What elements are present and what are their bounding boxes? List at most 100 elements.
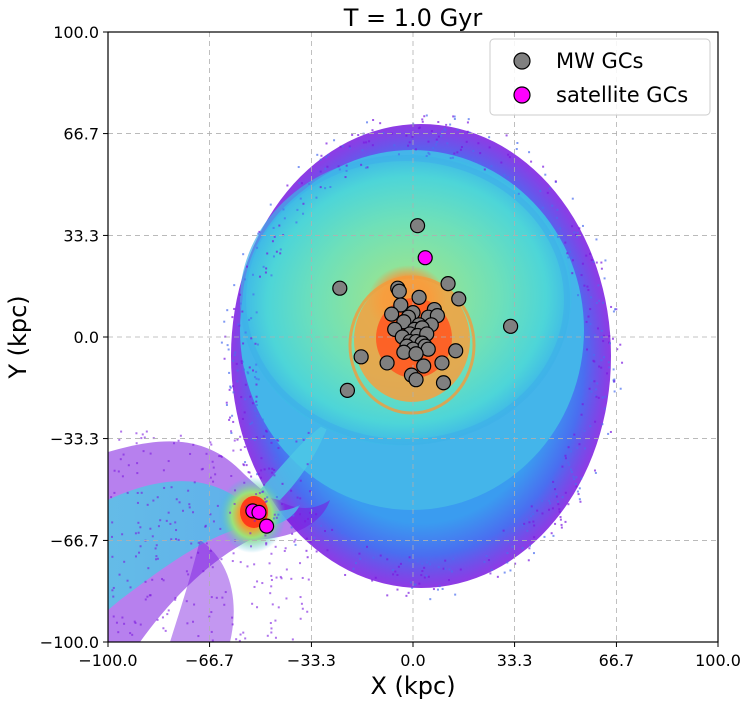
noise-particle: [530, 160, 533, 163]
noise-particle: [516, 141, 519, 144]
noise-particle: [167, 460, 170, 463]
noise-particle: [589, 252, 592, 255]
noise-particle: [236, 369, 239, 372]
noise-particle: [417, 127, 420, 130]
noise-particle: [559, 227, 562, 230]
noise-particle: [161, 577, 164, 580]
noise-particle: [432, 588, 435, 591]
noise-particle: [210, 596, 213, 599]
noise-particle: [408, 141, 411, 144]
noise-particle: [530, 505, 533, 508]
mw-disk-outer: [240, 155, 570, 445]
noise-particle: [138, 551, 141, 554]
noise-particle: [595, 302, 598, 305]
noise-particle: [260, 469, 263, 472]
noise-particle: [305, 537, 308, 540]
noise-particle: [339, 145, 342, 148]
y-tick-label: 0.0: [74, 328, 99, 347]
noise-particle: [558, 510, 561, 513]
noise-particle: [147, 567, 150, 570]
noise-particle: [614, 308, 617, 311]
noise-particle: [444, 559, 447, 562]
noise-particle: [251, 402, 254, 405]
noise-particle: [592, 260, 595, 263]
mw-gc-point: [435, 375, 452, 391]
noise-particle: [421, 120, 424, 123]
noise-particle: [219, 455, 222, 458]
noise-particle: [337, 165, 340, 168]
noise-particle: [126, 579, 129, 582]
noise-particle: [593, 469, 596, 472]
mw-gc-point: [451, 291, 467, 307]
noise-particle: [181, 509, 184, 512]
noise-particle: [270, 441, 273, 444]
noise-particle: [270, 578, 273, 581]
noise-particle: [326, 165, 329, 168]
noise-particle: [209, 513, 212, 516]
noise-particle: [270, 585, 273, 588]
noise-particle: [619, 387, 622, 390]
noise-particle: [277, 447, 280, 450]
mw-gc-point: [384, 306, 400, 322]
noise-particle: [443, 127, 446, 130]
noise-particle: [237, 323, 240, 326]
noise-particle: [227, 348, 230, 351]
noise-particle: [283, 217, 286, 220]
noise-particle: [233, 502, 236, 505]
noise-particle: [394, 570, 397, 573]
noise-particle: [577, 294, 580, 297]
noise-particle: [243, 411, 246, 414]
noise-particle: [602, 334, 605, 337]
noise-particle: [294, 543, 297, 546]
noise-particle: [118, 438, 121, 441]
noise-particle: [600, 261, 603, 264]
noise-particle: [263, 468, 266, 471]
noise-particle: [248, 318, 251, 321]
noise-particle: [528, 544, 531, 547]
noise-particle: [266, 496, 269, 499]
noise-particle: [374, 576, 377, 579]
noise-particle: [255, 370, 258, 373]
noise-particle: [564, 241, 567, 244]
noise-particle: [239, 633, 242, 636]
mw-gc-point: [339, 382, 356, 398]
noise-particle: [279, 248, 282, 251]
noise-particle: [112, 586, 115, 589]
noise-particle: [567, 446, 570, 449]
noise-particle: [608, 335, 611, 338]
noise-particle: [192, 511, 195, 514]
noise-particle: [465, 140, 468, 143]
noise-particle: [117, 470, 120, 473]
noise-particle: [453, 117, 456, 120]
noise-particle: [581, 403, 584, 406]
noise-particle: [580, 274, 583, 277]
noise-particle: [341, 145, 344, 148]
noise-particle: [136, 501, 139, 504]
legend-satellite-marker: [513, 86, 531, 104]
noise-particle: [151, 578, 154, 581]
noise-particle: [551, 478, 554, 481]
noise-particle: [121, 475, 124, 478]
noise-particle: [281, 482, 284, 485]
noise-particle: [266, 252, 269, 255]
noise-particle: [405, 594, 408, 597]
noise-particle: [598, 365, 601, 368]
noise-particle: [308, 490, 311, 493]
noise-particle: [315, 550, 318, 553]
noise-particle: [233, 439, 236, 442]
noise-particle: [508, 156, 511, 159]
noise-particle: [269, 622, 272, 625]
noise-particle: [174, 598, 177, 601]
noise-particle: [240, 360, 243, 363]
noise-particle: [564, 491, 567, 494]
noise-particle: [449, 157, 452, 160]
noise-particle: [586, 285, 589, 288]
noise-particle: [506, 552, 509, 555]
noise-particle: [250, 475, 253, 478]
noise-particle: [220, 341, 223, 344]
noise-particle: [274, 636, 277, 639]
noise-particle: [604, 395, 607, 398]
grid: [108, 32, 718, 642]
noise-particle: [255, 493, 258, 496]
mw-gc-point: [393, 297, 409, 313]
